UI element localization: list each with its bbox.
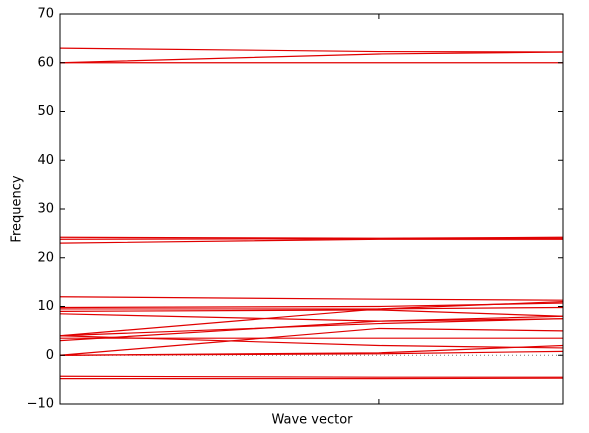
y-tick-label: 0 [46, 348, 54, 363]
y-tick-label: −10 [27, 397, 54, 412]
band-line [59, 47, 564, 53]
band-line [59, 238, 563, 244]
band-line [59, 350, 564, 356]
y-tick-label: 60 [37, 55, 54, 70]
band-line [59, 318, 564, 337]
band-line [59, 375, 563, 378]
band-line [59, 51, 564, 64]
band-line [59, 315, 564, 342]
band-line [59, 327, 564, 356]
x-axis-label: Wave vector [271, 413, 353, 428]
y-tick-label: 70 [37, 7, 54, 22]
y-tick-label: 30 [37, 202, 54, 217]
plot-frame [59, 13, 564, 405]
y-axis-label: Frequency [10, 175, 25, 242]
y-tick-label: 10 [37, 299, 54, 314]
band-line [59, 309, 564, 317]
y-tick-label: 40 [37, 153, 54, 168]
band-line [59, 296, 564, 301]
y-tick-label: 20 [37, 250, 54, 265]
y-tick-label: 50 [37, 104, 54, 119]
band-line [59, 301, 564, 337]
band-line [59, 335, 564, 349]
band-line [59, 302, 564, 309]
